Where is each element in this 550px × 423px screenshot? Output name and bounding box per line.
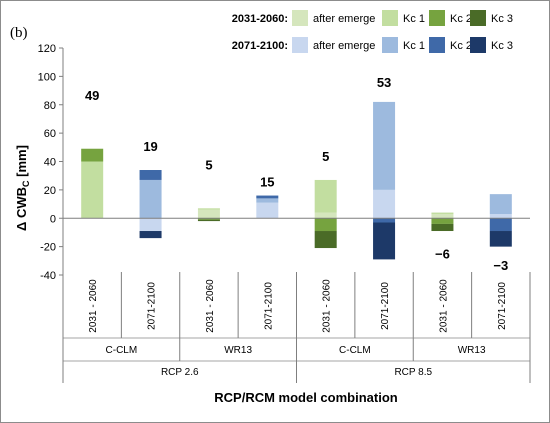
bar-segment	[139, 170, 162, 180]
bar-segment	[139, 218, 162, 232]
y-tick-label: 60	[44, 128, 56, 140]
bar-segment	[81, 148, 104, 162]
bar-segment	[197, 219, 220, 222]
bar-segment	[256, 195, 279, 199]
scenario-group-label: RCP 8.5	[394, 367, 432, 378]
bar-segment	[373, 189, 396, 219]
x-axis-label: RCP/RCM model combination	[214, 390, 398, 405]
bar-segment	[431, 212, 454, 214]
bar-segment	[314, 212, 337, 219]
y-tick-label: 0	[50, 213, 56, 225]
x-tick-label: 2071-2100	[497, 282, 508, 330]
bar-segment	[139, 231, 162, 239]
y-tick-label: 100	[38, 71, 56, 83]
y-tick-label: 20	[44, 185, 56, 197]
bar-segment	[197, 218, 220, 220]
bar-segment	[139, 179, 162, 219]
x-axis: 2031 - 2060 2071-2100 2031 - 2060 2071-2100…	[62, 217, 531, 383]
bar-annotation: 5	[322, 149, 329, 164]
y-tick-label: 40	[44, 157, 56, 169]
bar-annotation: 15	[260, 174, 274, 189]
bar-annotation: −3	[493, 258, 508, 273]
x-tick-label: 2071-2100	[380, 282, 391, 330]
model-group-label: C-CLM	[339, 345, 371, 356]
x-tick-label: 2031 - 2060	[205, 279, 216, 333]
legend-entry-label: Kc 2	[450, 13, 472, 25]
bars	[81, 101, 512, 260]
bar-segment	[373, 222, 396, 260]
bar-annotations: 49 19 5 15 5 53 −6 −3	[85, 75, 508, 273]
legend-swatch	[470, 10, 486, 26]
bar-segment	[489, 213, 512, 219]
y-tick-label: -40	[40, 270, 56, 282]
bar-segment	[489, 218, 512, 232]
bar-segment	[431, 218, 454, 224]
bar-annotation: 19	[143, 139, 157, 154]
y-axis-label: Δ CWBC [mm]	[14, 145, 31, 231]
x-tick-label: 2031 - 2060	[88, 279, 99, 333]
x-tick-label: 2071-2100	[147, 282, 158, 330]
y-tick-label: 80	[44, 100, 56, 112]
bar-annotation: 53	[377, 75, 391, 90]
bar-annotation: 5	[205, 157, 212, 172]
bar-segment	[489, 194, 512, 214]
x-tick-label: 2031 - 2060	[438, 279, 449, 333]
legend-entry-label: Kc 3	[491, 40, 513, 52]
bar-segment	[256, 198, 279, 203]
bar-segment	[314, 218, 337, 232]
y-axis-label-main: Δ CWB	[14, 187, 29, 231]
bar-annotation: −6	[435, 247, 450, 262]
legend-swatch	[429, 37, 445, 53]
bar-segment	[373, 218, 396, 223]
y-axis-label-sub: C	[21, 180, 31, 187]
y-axis: -40 -20 0 20 40 60 80 100 120	[38, 43, 64, 282]
legend-period-label: 2071-2100:	[232, 40, 288, 52]
legend-swatch	[429, 10, 445, 26]
bar-segment	[373, 101, 396, 190]
x-tick-label: 2071-2100	[263, 282, 274, 330]
bar-annotation: 49	[85, 88, 99, 103]
legend-entry-label: after emerge	[313, 40, 375, 52]
bar-segment	[197, 209, 220, 219]
x-tick-label: 2031 - 2060	[322, 279, 333, 333]
model-group-label: C-CLM	[106, 345, 138, 356]
legend-swatch	[382, 37, 398, 53]
bar-segment	[314, 179, 337, 213]
panel-label: (b)	[10, 25, 28, 41]
legend-swatch	[382, 10, 398, 26]
bar-segment	[431, 213, 454, 219]
bar-segment	[314, 231, 337, 249]
model-group-label: WR13	[224, 345, 252, 356]
legend-entry-label: after emerge	[313, 13, 375, 25]
legend-swatch	[470, 37, 486, 53]
legend-entry-label: Kc 3	[491, 13, 513, 25]
legend-entry-label: Kc 1	[403, 13, 425, 25]
bar-segment	[81, 161, 104, 219]
model-group-label: WR13	[458, 345, 486, 356]
legend-entry-label: Kc 1	[403, 40, 425, 52]
y-axis-label-unit: [mm]	[14, 145, 29, 180]
legend: 2031-2060: after emerge Kc 1 Kc 2 Kc 3 2071-2…	[232, 10, 513, 53]
bar-segment	[256, 202, 279, 219]
bar-segment	[431, 223, 454, 232]
bar-segment	[489, 231, 512, 247]
y-tick-label: 120	[38, 43, 56, 55]
legend-swatch	[292, 10, 308, 26]
bar-segment	[197, 208, 220, 210]
legend-swatch	[292, 37, 308, 53]
legend-entry-label: Kc 2	[450, 40, 472, 52]
legend-period-label: 2031-2060:	[232, 13, 288, 25]
y-tick-label: -20	[40, 242, 56, 254]
scenario-group-label: RCP 2.6	[161, 367, 199, 378]
